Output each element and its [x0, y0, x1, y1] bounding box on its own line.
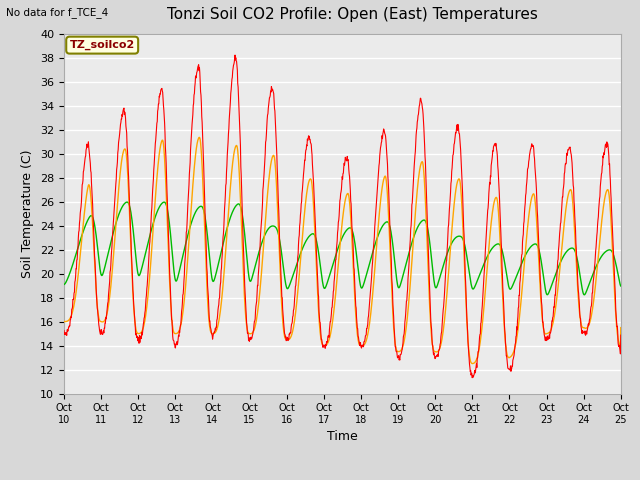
-2cm — [231, 52, 239, 58]
-4cm — [468, 360, 476, 366]
-2cm — [170, 341, 178, 347]
Line: -4cm: -4cm — [64, 137, 621, 363]
-4cm — [170, 330, 178, 336]
-4cm — [184, 254, 191, 260]
-2cm — [184, 203, 191, 208]
Y-axis label: Soil Temperature (C): Soil Temperature (C) — [22, 149, 35, 278]
Text: Tonzi Soil CO2 Profile: Open (East) Temperatures: Tonzi Soil CO2 Profile: Open (East) Temp… — [166, 7, 538, 22]
-2cm — [552, 292, 559, 298]
-4cm — [617, 324, 625, 330]
Text: No data for f_TCE_4: No data for f_TCE_4 — [6, 7, 109, 18]
-4cm — [429, 346, 437, 351]
-4cm — [196, 134, 204, 140]
-4cm — [502, 347, 510, 353]
-2cm — [60, 328, 68, 334]
-8cm — [551, 273, 559, 279]
-4cm — [552, 306, 559, 312]
-2cm — [502, 353, 510, 359]
-2cm — [246, 337, 254, 343]
-2cm — [468, 375, 476, 381]
-8cm — [617, 283, 625, 289]
-8cm — [502, 267, 509, 273]
-8cm — [429, 271, 437, 276]
Text: TZ_soilco2: TZ_soilco2 — [70, 40, 135, 50]
Line: -2cm: -2cm — [64, 55, 621, 378]
Line: -8cm: -8cm — [64, 202, 621, 295]
X-axis label: Time: Time — [327, 431, 358, 444]
-8cm — [184, 231, 192, 237]
-8cm — [580, 292, 588, 298]
-4cm — [246, 331, 254, 336]
-2cm — [617, 332, 625, 338]
-2cm — [429, 348, 437, 354]
-8cm — [124, 199, 131, 205]
-4cm — [60, 319, 68, 324]
-8cm — [171, 274, 179, 279]
-8cm — [60, 282, 68, 288]
-8cm — [246, 278, 254, 284]
